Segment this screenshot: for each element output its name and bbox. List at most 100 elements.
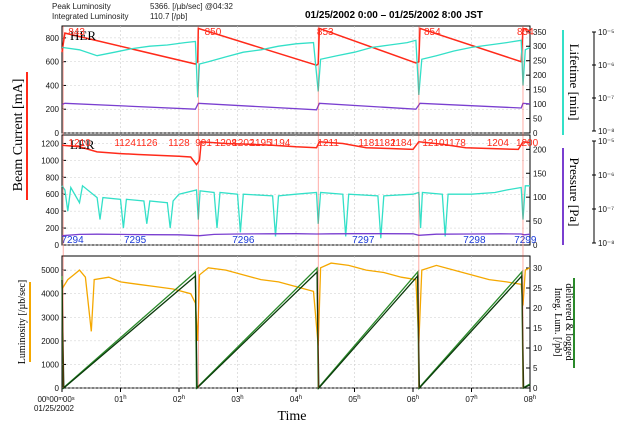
y2-tick-label-Luminosity: 30 xyxy=(533,264,542,273)
pressure-tick-label: 10⁻⁵ xyxy=(598,137,614,146)
y-tick-label-LER: 1200 xyxy=(41,139,59,148)
fill-number: 854 xyxy=(424,27,441,38)
y2-tick-label-HER: 50 xyxy=(533,115,542,124)
y2-tick-label-Luminosity: 15 xyxy=(533,324,542,333)
y-tick-label-Luminosity: 2000 xyxy=(41,337,59,346)
x-tick-hour: 06 xyxy=(407,395,416,404)
run-number: 7299 xyxy=(514,235,537,246)
fill-number: 850 xyxy=(205,27,222,38)
fill-number: 853 xyxy=(317,27,334,38)
y-tick-label-LER: 400 xyxy=(46,207,60,216)
y2-tick-label-HER: 250 xyxy=(533,57,547,66)
fill-number: 1194 xyxy=(269,138,291,149)
fill-number: 1124 xyxy=(114,138,136,149)
y2-tick-label-HER: 350 xyxy=(533,28,547,37)
y-tick-label-LER: 200 xyxy=(46,224,60,233)
beam-current-label: Beam Current [mA] xyxy=(11,79,26,192)
y-tick-label-LER: 600 xyxy=(46,190,60,199)
x-tick-label: 08h xyxy=(524,395,536,404)
integrated-luminosity-label: Integrated Luminosity xyxy=(52,12,129,21)
y2-tick-label-Luminosity: 0 xyxy=(533,384,538,393)
panel-label-LER: LER xyxy=(70,137,95,152)
x-axis-label: Time xyxy=(277,409,306,424)
fill-number: 1204 xyxy=(487,138,510,149)
y-tick-label-LER: 1000 xyxy=(41,156,59,165)
pressure-axis-label: Pressure [Pa] xyxy=(567,158,582,227)
pressure-tick-label: 10⁻⁷ xyxy=(598,94,614,103)
fill-number: 1195 xyxy=(250,138,272,149)
date-range: 01/25/2002 0:00 – 01/25/2002 8:00 JST xyxy=(305,10,483,21)
run-number: 7295 xyxy=(124,235,147,246)
x-tick-hour: 05 xyxy=(348,395,357,404)
fill-number: 1202 xyxy=(232,138,255,149)
fill-number: 1210 xyxy=(422,138,445,149)
x-tick-hour: 02 xyxy=(173,395,182,404)
x-tick-label: 07h xyxy=(465,395,477,404)
x-tick-hour: 03 xyxy=(231,395,240,404)
y2-tick-label-HER: 100 xyxy=(533,100,547,109)
x-tick-hour-suffix: h xyxy=(182,395,185,401)
fill-number: 1210 xyxy=(68,138,91,149)
y2-tick-label-LER: 100 xyxy=(533,193,547,202)
lifetime-axis-label: Lifetime [min] xyxy=(567,44,582,121)
luminosity-axis-label: Luminosity [/µb/sec] xyxy=(17,280,28,364)
y2-tick-label-LER: 50 xyxy=(533,217,542,226)
fill-number: 1126 xyxy=(136,138,158,149)
x-tick-hour-suffix: h xyxy=(299,395,302,401)
x-tick-label: 06h xyxy=(407,395,419,404)
x-tick-hour: 07 xyxy=(465,395,474,404)
peak-luminosity-value: 5366. [/µb/sec] @04:32 xyxy=(150,2,234,11)
x-tick-label: 03h xyxy=(231,395,243,404)
integrated-luminosity-value: 110.7 [/pb] xyxy=(150,12,188,21)
fill-number: 1181 xyxy=(358,138,380,149)
y2-tick-label-Luminosity: 20 xyxy=(533,304,542,313)
x-tick-hour-suffix: h xyxy=(240,395,243,401)
x-tick-hour: 01 xyxy=(114,395,123,404)
series-line-current xyxy=(61,141,531,166)
pressure-tick-label: 10⁻⁵ xyxy=(598,28,614,37)
y-tick-label-Luminosity: 5000 xyxy=(41,266,59,275)
fill-number: 843 xyxy=(68,27,85,38)
series-line-lifetime xyxy=(61,184,530,239)
y2-tick-label-Luminosity: 10 xyxy=(533,344,542,353)
y-tick-label-LER: 0 xyxy=(55,241,60,250)
x-tick-label: 04h xyxy=(290,395,302,404)
integ-lum-label-2: delivered & logged xyxy=(563,283,574,360)
y-tick-label-Luminosity: 1000 xyxy=(41,360,59,369)
x-tick-hour: 08 xyxy=(524,395,533,404)
y2-tick-label-Luminosity: 5 xyxy=(533,364,538,373)
x-tick-hour-suffix: h xyxy=(123,395,126,401)
pressure-tick-label: 10⁻⁶ xyxy=(598,171,614,180)
y-tick-label-HER: 600 xyxy=(46,58,60,67)
y2-tick-label-HER: 150 xyxy=(533,86,547,95)
x-tick-label: 05h xyxy=(348,395,360,404)
series-line-lifetime xyxy=(61,39,531,98)
fill-number: 1208 xyxy=(215,138,238,149)
y-tick-label-LER: 800 xyxy=(46,173,60,182)
series-line-luminosity xyxy=(61,262,531,346)
y-tick-label-HER: 800 xyxy=(46,34,60,43)
y2-tick-label-LER: 200 xyxy=(533,145,547,154)
x-tick-hour-suffix: h xyxy=(357,395,360,401)
y2-tick-label-LER: 0 xyxy=(533,241,538,250)
y2-tick-label-HER: 0 xyxy=(533,129,538,138)
fill-number: 1128 xyxy=(168,138,190,149)
fill-number: 1211 xyxy=(317,138,339,149)
pressure-tick-label: 10⁻⁷ xyxy=(598,205,614,214)
x-tick-label: 01h xyxy=(114,395,126,404)
run-number: 7297 xyxy=(352,235,375,246)
y-tick-label-Luminosity: 0 xyxy=(55,384,60,393)
x-tick-label: 02h xyxy=(173,395,185,404)
x-start-label: 00ʰ00ᵐ00ˢ xyxy=(37,395,74,404)
y-tick-label-HER: 400 xyxy=(46,81,60,90)
y2-tick-label-HER: 300 xyxy=(533,42,547,51)
y2-tick-label-Luminosity: 25 xyxy=(533,284,542,293)
y-tick-label-Luminosity: 4000 xyxy=(41,290,59,299)
integ-lum-label-1: Integ. Lum. [/pb] xyxy=(552,288,563,357)
x-tick-hour-suffix: h xyxy=(533,395,536,401)
x-date-label: 01/25/2002 xyxy=(34,404,75,413)
series-line-pressure xyxy=(61,233,531,237)
fill-number: 854 xyxy=(517,27,534,38)
x-tick-hour-suffix: h xyxy=(416,395,419,401)
